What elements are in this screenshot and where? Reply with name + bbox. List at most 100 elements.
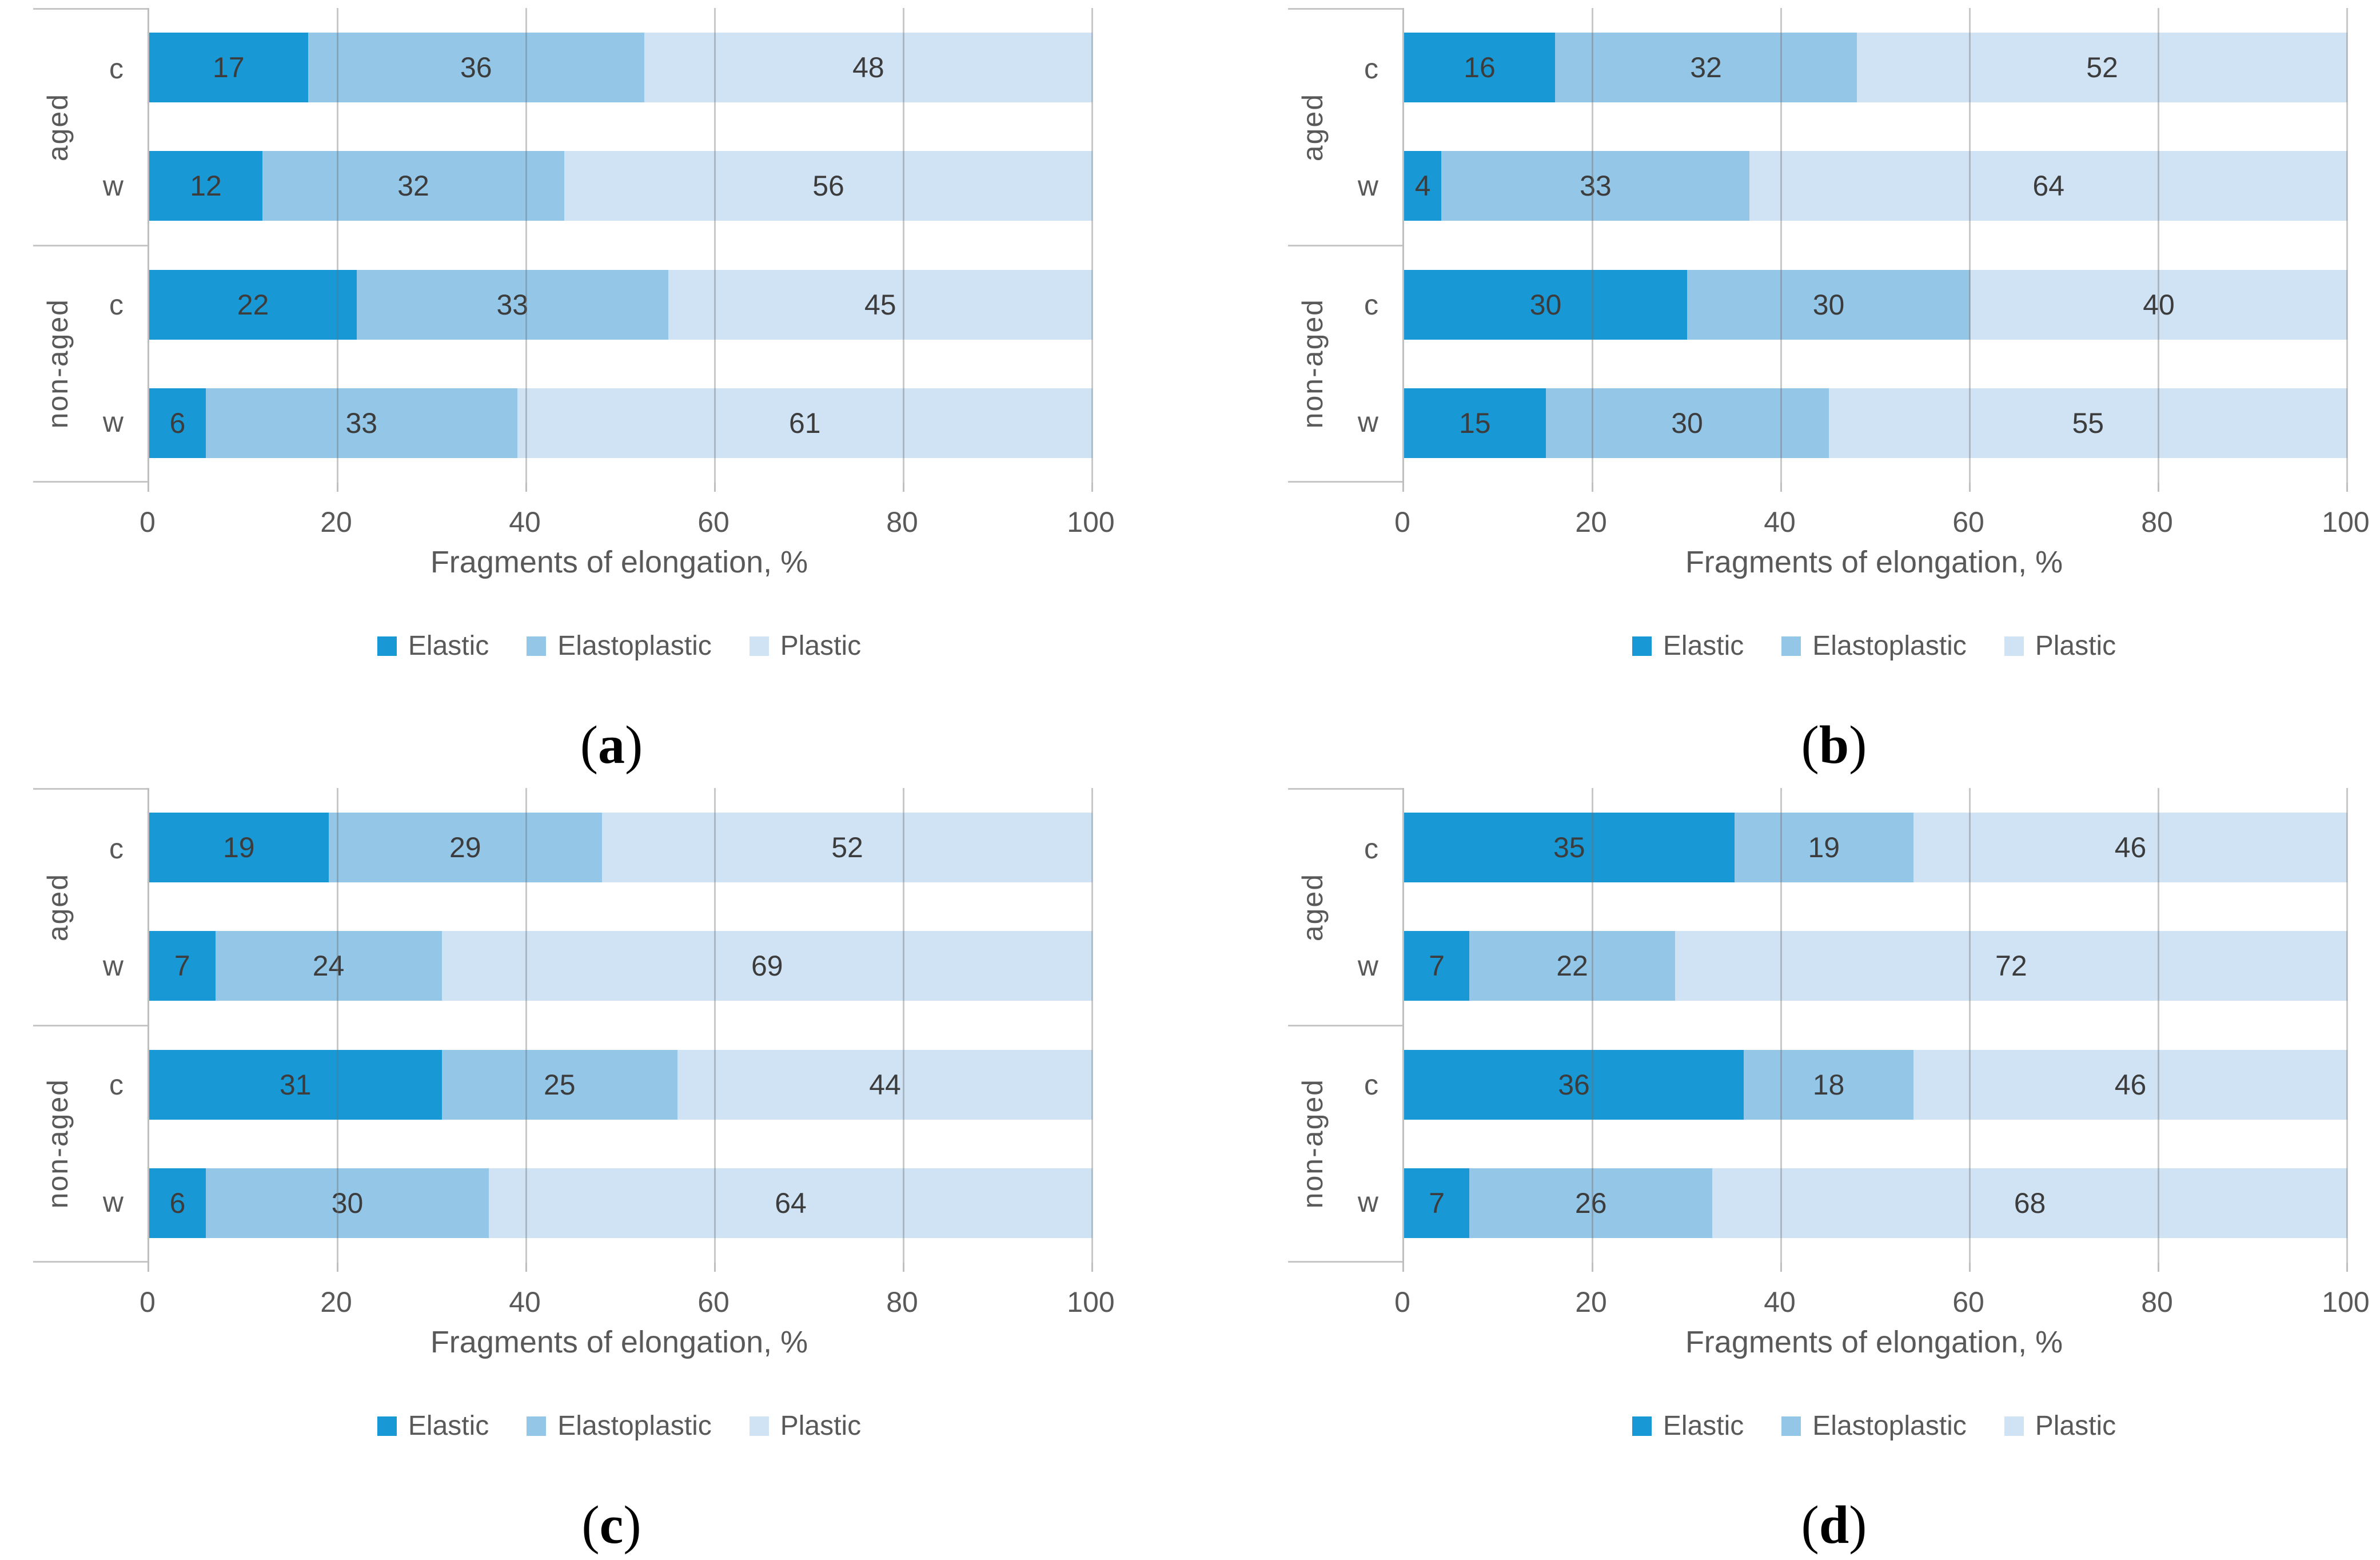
bar-segment-elastic: 4 xyxy=(1404,151,1442,221)
x-tick-label: 60 xyxy=(1952,506,1984,538)
x-axis-tick-mark xyxy=(1402,483,1404,492)
bar-segment-elastic: 12 xyxy=(149,151,262,221)
legend-label: Elastoplastic xyxy=(557,1411,712,1441)
bar-row: 30 30 40 xyxy=(1404,245,2347,364)
gridline xyxy=(1592,788,1593,1263)
gridline xyxy=(337,788,338,1263)
legend: Elastic Elastoplastic Plastic xyxy=(1402,630,2346,662)
data-label: 30 xyxy=(331,1187,364,1220)
bar-segment-plastic: 46 xyxy=(1913,812,2347,882)
legend-item-elastoplastic: Elastoplastic xyxy=(527,1410,712,1442)
category-label: c xyxy=(1364,832,1378,865)
x-tick-row: 0 20 40 60 80 100 xyxy=(139,490,1115,542)
bar-segment-elastoplastic: 33 xyxy=(1441,151,1750,221)
data-label: 30 xyxy=(1812,288,1845,321)
chart-area: aged c w non-aged c w 17 36 48 12 32 56 22 33 45 6 33 61 xyxy=(33,8,1190,492)
x-axis-tick-mark xyxy=(714,483,716,492)
legend-label: Plastic xyxy=(780,1411,862,1441)
stacked-bar: 17 36 48 xyxy=(149,32,1093,102)
data-label: 24 xyxy=(312,950,345,982)
panel-letter: a xyxy=(598,715,625,775)
chart-area: aged c w non-aged c w 19 29 52 7 24 69 31 25 44 6 30 64 xyxy=(33,788,1190,1272)
x-axis-title: Fragments of elongation, % xyxy=(1685,545,2063,579)
bar-segment-elastic: 16 xyxy=(1404,32,1555,102)
bar-segment-elastic: 22 xyxy=(149,269,357,340)
gridline xyxy=(525,8,527,483)
bar-segment-plastic: 45 xyxy=(668,269,1093,340)
category-group: aged c w xyxy=(33,8,147,246)
bar-segment-elastoplastic: 30 xyxy=(206,1168,489,1239)
stacked-bar: 35 19 46 xyxy=(1404,812,2347,882)
bar-segment-elastic: 7 xyxy=(149,931,216,1001)
bar-segment-elastoplastic: 30 xyxy=(1545,388,1829,459)
x-axis-tick-mark xyxy=(1091,1263,1093,1272)
stacked-bar: 4 33 64 xyxy=(1404,151,2347,221)
data-label: 30 xyxy=(1529,288,1562,321)
x-axis-tick-mark xyxy=(2158,483,2159,492)
bar-segment-plastic: 46 xyxy=(1913,1049,2347,1120)
panel-paren-close: ) xyxy=(625,715,643,775)
x-axis-tick-mark xyxy=(1402,1263,1404,1272)
data-label: 52 xyxy=(831,831,863,863)
bar-segment-elastoplastic: 33 xyxy=(357,269,668,340)
stacked-bar: 7 22 72 xyxy=(1404,931,2347,1001)
category-label: w xyxy=(1357,406,1378,439)
x-axis-tick-mark xyxy=(1592,1263,1593,1272)
bar-segment-elastic: 6 xyxy=(149,1168,206,1239)
group-label-wrap: non-aged xyxy=(1288,1026,1337,1261)
bar-segment-elastic: 36 xyxy=(1404,1049,1744,1120)
panel-letter: b xyxy=(1819,715,1849,775)
stacked-bar: 22 33 45 xyxy=(149,269,1093,340)
stacked-bar: 7 24 69 xyxy=(149,931,1093,1001)
x-axis-tick-mark xyxy=(525,483,527,492)
bar-segment-elastoplastic: 33 xyxy=(206,388,517,459)
group-label-wrap: non-aged xyxy=(33,1026,82,1261)
bar-segment-plastic: 48 xyxy=(644,32,1093,102)
x-tick-label: 20 xyxy=(320,1286,352,1318)
bar-segment-plastic: 52 xyxy=(602,812,1093,882)
panel-paren-open: ( xyxy=(581,1495,600,1555)
category-label: c xyxy=(1364,289,1378,321)
x-axis-tick-mark xyxy=(1091,483,1093,492)
gridline xyxy=(1592,8,1593,483)
x-axis-tick-mark xyxy=(147,1263,149,1272)
group-label: aged xyxy=(42,873,74,941)
gridline xyxy=(1780,8,1782,483)
plot-area: 35 19 46 7 22 72 36 18 46 7 26 68 xyxy=(1402,788,2348,1272)
data-label: 31 xyxy=(279,1068,312,1101)
x-axis-tick-mark xyxy=(903,1263,904,1272)
x-tick-label: 20 xyxy=(320,506,352,538)
legend-label: Plastic xyxy=(2035,631,2116,661)
bar-segment-elastic: 30 xyxy=(1404,269,1687,340)
bars-container: 19 29 52 7 24 69 31 25 44 6 30 64 xyxy=(149,788,1093,1263)
panel-paren-open: ( xyxy=(1801,715,1819,775)
panel-letter: d xyxy=(1819,1495,1849,1555)
group-label: non-aged xyxy=(42,299,74,429)
panel-paren-close: ) xyxy=(623,1495,641,1555)
data-label: 52 xyxy=(2086,51,2118,83)
legend: Elastic Elastoplastic Plastic xyxy=(147,1410,1091,1442)
bar-segment-plastic: 61 xyxy=(517,388,1093,459)
data-label: 6 xyxy=(169,407,186,440)
data-label: 26 xyxy=(1574,1187,1607,1220)
x-axis-title: Fragments of elongation, % xyxy=(430,545,808,579)
legend-swatch-plastic xyxy=(2004,1416,2024,1436)
x-tick-label: 100 xyxy=(2322,506,2370,538)
gridline xyxy=(1969,788,1971,1263)
gridline xyxy=(2158,8,2159,483)
gridline xyxy=(2346,788,2348,1263)
data-label: 22 xyxy=(237,288,269,321)
bar-segment-elastic: 6 xyxy=(149,388,206,459)
legend-label: Elastic xyxy=(408,631,489,661)
category-label: w xyxy=(102,1186,123,1219)
legend-item-elastic: Elastic xyxy=(377,1410,489,1442)
group-label: non-aged xyxy=(42,1079,74,1209)
data-label: 30 xyxy=(1671,407,1703,440)
legend-label: Plastic xyxy=(780,631,862,661)
group-label: aged xyxy=(1297,93,1329,161)
panel-paren-open: ( xyxy=(1801,1495,1819,1555)
data-label: 64 xyxy=(2032,170,2065,202)
